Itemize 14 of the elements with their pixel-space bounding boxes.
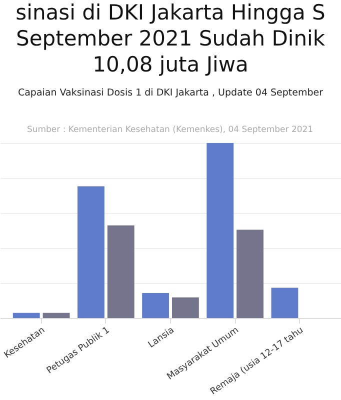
bar (236, 230, 264, 318)
bar (271, 288, 298, 318)
text: September 2021 Sudah Dinik (16, 26, 326, 50)
chart-subtitle: Capaian Vaksinasi Dosis 1 di DKI Jakarta , Update 04 September (18, 88, 324, 98)
bar (142, 292, 170, 318)
bar (172, 297, 199, 318)
text: Sumber : Kementerian Kesehatan (Kemenkes), 04 September 2021 (26, 125, 314, 135)
text: sinasi di DKI Jakarta Hingga S (16, 0, 326, 24)
text: 10,08 juta Jiwa (92, 52, 248, 76)
bar (107, 225, 134, 318)
bar (42, 312, 70, 318)
bar (78, 186, 104, 318)
bar (12, 312, 40, 318)
bar (206, 143, 234, 318)
